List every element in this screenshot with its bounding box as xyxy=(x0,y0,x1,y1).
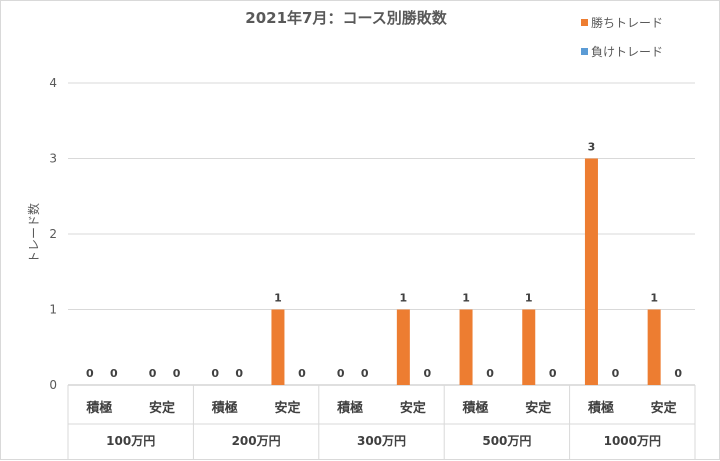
bar-win-5 xyxy=(396,309,410,385)
category-label-3: 安定 xyxy=(274,400,300,416)
data-label-win-8: 3 xyxy=(588,141,596,154)
y-tick-label: 4 xyxy=(49,76,57,90)
data-label-loss-0: 0 xyxy=(110,367,118,380)
bar-win-9 xyxy=(647,309,661,385)
group-label-1: 200万円 xyxy=(232,434,281,448)
data-label-win-6: 1 xyxy=(462,292,470,305)
category-label-9: 安定 xyxy=(651,400,677,416)
bar-win-6 xyxy=(459,309,473,385)
data-label-loss-4: 0 xyxy=(361,367,369,380)
data-label-win-7: 1 xyxy=(525,292,533,305)
y-tick-label: 0 xyxy=(49,378,57,392)
category-label-6: 積極 xyxy=(462,400,489,416)
data-label-loss-3: 0 xyxy=(298,367,306,380)
y-tick-label: 2 xyxy=(49,227,57,241)
bar-win-7 xyxy=(522,309,536,385)
bar-win-3 xyxy=(271,309,285,385)
category-label-4: 積極 xyxy=(336,400,363,416)
bars xyxy=(271,158,661,385)
data-label-win-9: 1 xyxy=(650,292,658,305)
category-label-0: 積極 xyxy=(85,400,112,416)
legend-label-win: 勝ちトレード xyxy=(591,15,663,30)
data-label-loss-2: 0 xyxy=(235,367,243,380)
data-label-win-5: 1 xyxy=(400,292,408,305)
data-labels: 0 0 0 0 0 0 1 0 0 0 1 0 1 0 1 0 3 0 1 0 xyxy=(86,141,682,381)
data-label-loss-8: 0 xyxy=(612,367,620,380)
y-tick-labels: 0 1 2 3 4 xyxy=(49,76,57,392)
data-label-loss-1: 0 xyxy=(173,367,181,380)
legend-swatch-win xyxy=(581,19,588,26)
y-tick-label: 3 xyxy=(49,152,57,166)
category-label-1: 安定 xyxy=(149,400,175,416)
data-label-loss-6: 0 xyxy=(486,367,494,380)
data-label-win-0: 0 xyxy=(86,367,94,380)
data-label-win-2: 0 xyxy=(211,367,219,380)
legend-label-loss: 負けトレード xyxy=(591,45,663,59)
bar-win-8 xyxy=(584,158,598,385)
data-label-loss-9: 0 xyxy=(674,367,682,380)
chart-title: 2021年7月：コース別勝敗数 xyxy=(245,9,447,27)
gridlines xyxy=(68,82,695,386)
data-label-win-4: 0 xyxy=(337,367,345,380)
data-label-win-3: 1 xyxy=(274,292,282,305)
category-label-2: 積極 xyxy=(211,400,238,416)
group-label-0: 100万円 xyxy=(106,434,155,448)
data-label-win-1: 0 xyxy=(149,367,157,380)
y-axis-label: トレード数 xyxy=(26,203,41,263)
y-tick-label: 1 xyxy=(49,303,57,317)
category-label-7: 安定 xyxy=(525,400,551,416)
group-label-4: 1000万円 xyxy=(604,434,661,448)
category-label-5: 安定 xyxy=(400,400,426,416)
category-label-8: 積極 xyxy=(587,400,614,416)
data-label-loss-7: 0 xyxy=(549,367,557,380)
legend-swatch-loss xyxy=(581,48,588,55)
data-label-loss-5: 0 xyxy=(424,367,432,380)
legend: 勝ちトレード 負けトレード xyxy=(581,15,663,59)
group-label-2: 300万円 xyxy=(357,434,406,448)
category-axis: 積極 安定 積極 安定 積極 安定 積極 安定 積極 安定 100万円 200万円 300万円 500万円… xyxy=(67,385,696,459)
group-label-3: 500万円 xyxy=(482,434,531,448)
